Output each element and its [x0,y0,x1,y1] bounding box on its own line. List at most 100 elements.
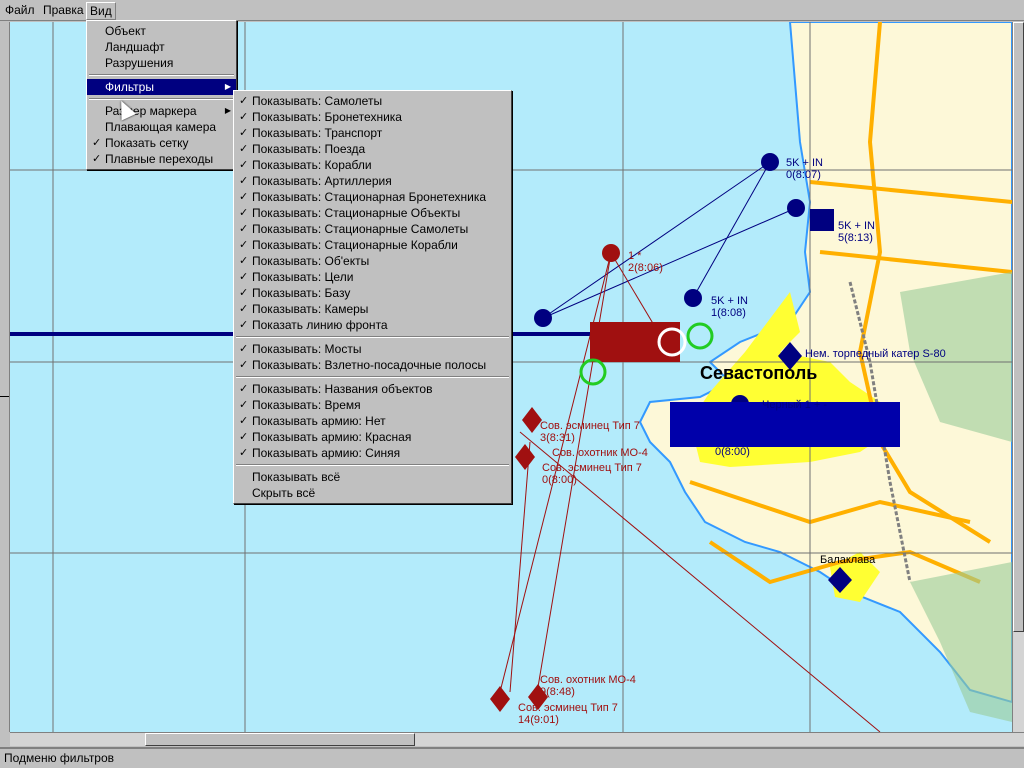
checkmark-icon: ✓ [239,111,249,123]
checkmark-icon: ✓ [239,271,249,283]
menu-item[interactable]: ✓ Показывать: Мосты [234,341,511,357]
menu-item[interactable]: ✓ Плавные переходы [87,151,236,167]
horizontal-scroll-thumb[interactable] [145,733,415,746]
blue-unit-cluster [670,402,900,447]
checkmark-icon: ✓ [239,343,249,355]
menu-item[interactable]: ✓ Показывать: Бронетехника [234,109,511,125]
checkmark-icon: ✓ [239,303,249,315]
menu-item[interactable]: Плавающая камера [87,119,236,135]
menu-item-label: Показывать: Самолеты [252,94,383,108]
menu-item[interactable]: ✓ Показать сетку [87,135,236,151]
menu-item[interactable]: Фильтры ▶ [87,79,236,95]
menu-item[interactable]: ✓ Показывать: Цели [234,269,511,285]
filters-submenu: ✓ Показывать: Самолеты ✓ Показывать: Бронет… [233,90,512,504]
roads [689,22,1012,585]
map-label: 5K + IN 1(8:08) [711,295,748,319]
menu-item[interactable]: ✓ Показывать: Базу [234,285,511,301]
menu-separator [234,373,511,381]
menu-edit[interactable]: Правка [43,3,84,17]
menu-item-label: Показывать: Время [252,398,361,412]
menu-item-label: Показывать: Стационарные Объекты [252,206,461,220]
menu-item[interactable]: Показывать всё [234,469,511,485]
menu-item[interactable]: ✓ Показывать: Артиллерия [234,173,511,189]
menu-item[interactable]: ✓ Показывать: Время [234,397,511,413]
vertical-scroll-thumb[interactable] [1013,22,1024,632]
menu-item[interactable]: ✓ Показывать армию: Красная [234,429,511,445]
target-marker [657,327,687,357]
menu-file[interactable]: Файл [5,3,35,17]
railway [848,281,912,583]
checkmark-icon: ✓ [239,127,249,139]
map-canvas[interactable] [10,22,1012,732]
left-ruler [0,22,10,732]
menu-item-label: Ландшафт [105,40,165,54]
menu-item[interactable]: ✓ Показывать: Поезда [234,141,511,157]
waypoints [490,153,900,712]
checkmark-icon: ✓ [239,223,249,235]
menu-item[interactable]: ✓ Показывать: Стационарные Самолеты [234,221,511,237]
blue-waypoint [684,289,702,307]
menu-item[interactable]: ✓ Показывать: Корабли [234,157,511,173]
menu-item[interactable]: Объект [87,23,236,39]
green-target [686,322,714,350]
checkmark-icon: ✓ [239,415,249,427]
map-label: Нем. торпедный катер S-80 [805,348,946,360]
checkmark-icon: ✓ [239,287,249,299]
checkmark-icon: ✓ [239,191,249,203]
menu-item-label: Показывать армию: Нет [252,414,386,428]
submenu-arrow-icon: ▶ [224,82,231,91]
menu-item[interactable]: ✓ Показывать: Об'екты [234,253,511,269]
menu-view[interactable]: Вид [86,2,116,20]
menu-item[interactable]: ✓ Показывать армию: Синяя [234,445,511,461]
map-label: Сов. эсминец Тип 7 3(8:31) [540,420,640,444]
menu-item[interactable]: ✓ Показывать: Стационарные Корабли [234,237,511,253]
menu-item[interactable]: Скрыть всё [234,485,511,501]
menu-item-label: Показывать: Стационарная Бронетехника [252,190,487,204]
city-label: Балаклава [820,554,876,566]
menu-separator [87,71,236,79]
menu-item-label: Показывать: Об'екты [252,254,370,268]
menu-item[interactable]: ✓ Показать линию фронта [234,317,511,333]
menu-item-label: Показывать: Камеры [252,302,369,316]
submenu-arrow-icon: ▶ [224,106,231,115]
red-ship [522,407,542,433]
red-ship-cluster [590,322,680,362]
vertical-scrollbar[interactable] [1012,22,1024,732]
menu-separator [234,461,511,469]
menu-item[interactable]: Размер маркера ▶ [87,103,236,119]
menu-item-label: Показывать: Стационарные Корабли [252,238,458,252]
menu-item[interactable]: ✓ Показывать: Транспорт [234,125,511,141]
menu-item-label: Показывать: Цели [252,270,354,284]
blue-ship [828,567,852,593]
menu-item[interactable]: ✓ Показывать: Названия объектов [234,381,511,397]
menu-item[interactable]: Разрушения [87,55,236,71]
menu-item-label: Объект [105,24,146,38]
checkmark-icon: ✓ [239,175,249,187]
menu-item[interactable]: ✓ Показывать: Взлетно-посадочные полосы [234,357,511,373]
map-label: 1 * 2(8:06) [628,250,663,274]
red-ship [490,686,510,712]
menu-item[interactable]: ✓ Показывать армию: Нет [234,413,511,429]
menu-item[interactable]: ✓ Показывать: Камеры [234,301,511,317]
checkmark-icon: ✓ [239,239,249,251]
map-label: 0(8:00) [715,446,750,458]
checkmark-icon: ✓ [239,431,249,443]
checkmark-icon: ✓ [239,159,249,171]
map-label: 5K + IN 5(8:13) [838,220,875,244]
menu-item[interactable]: ✓ Показывать: Стационарная Бронетехника [234,189,511,205]
map-label: Черный 1 + - [762,399,828,411]
menu-item-label: Показывать армию: Красная [252,430,412,444]
menu-item[interactable]: Ландшафт [87,39,236,55]
menu-separator [87,95,236,103]
horizontal-scrollbar[interactable] [10,732,1024,746]
menu-item-label: Размер маркера [105,104,197,118]
menu-item-label: Показывать: Взлетно-посадочные полосы [252,358,487,372]
menu-item-label: Показывать: Транспорт [252,126,383,140]
menu-item[interactable]: ✓ Показывать: Стационарные Объекты [234,205,511,221]
checkmark-icon: ✓ [92,153,102,165]
menu-item-label: Показывать всё [252,470,341,484]
red-ship [528,684,548,710]
menu-item[interactable]: ✓ Показывать: Самолеты [234,93,511,109]
forest [900,272,1012,722]
checkmark-icon: ✓ [239,359,249,371]
